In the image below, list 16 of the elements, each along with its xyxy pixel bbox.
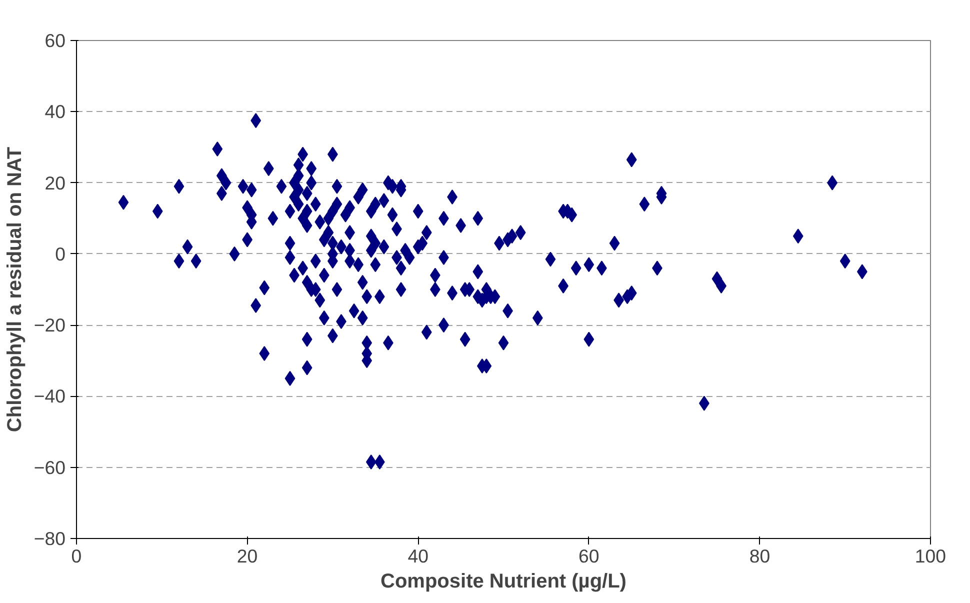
y-axis-title: Chlorophyll a residual on NAT xyxy=(4,146,26,432)
x-tick-label: 40 xyxy=(408,546,428,566)
y-tick-label: −80 xyxy=(34,528,66,549)
y-tick-label: 60 xyxy=(44,30,66,51)
x-tick-label: 0 xyxy=(71,546,82,566)
x-axis-title: Composite Nutrient (µg/L) xyxy=(380,570,626,592)
x-tick-label: 100 xyxy=(914,546,946,566)
y-tick-label: 20 xyxy=(44,172,66,194)
x-tick-label: 20 xyxy=(236,546,258,566)
y-tick-label: −60 xyxy=(34,456,66,478)
y-tick-label: −20 xyxy=(34,314,66,336)
y-tick-label: −40 xyxy=(34,386,66,407)
x-tick-label: 80 xyxy=(749,546,770,566)
x-tick-label: 60 xyxy=(578,546,600,566)
y-tick-label: 0 xyxy=(55,243,66,264)
y-tick-label: 40 xyxy=(44,101,66,122)
